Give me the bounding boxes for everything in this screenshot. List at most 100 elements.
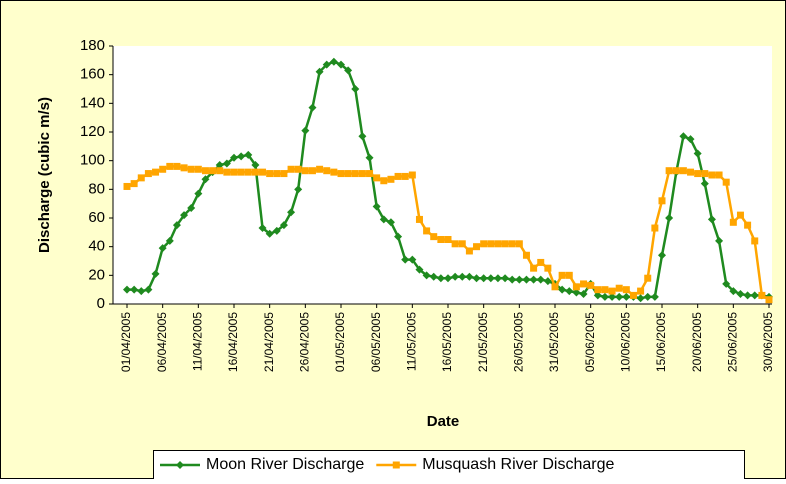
legend-label: Musquash River Discharge bbox=[422, 456, 614, 473]
data-point bbox=[643, 292, 652, 301]
y-tick-label: 140 bbox=[80, 94, 105, 111]
data-point bbox=[344, 66, 353, 75]
data-point bbox=[294, 165, 302, 173]
data-point bbox=[301, 167, 309, 175]
x-tick-label: 11/05/2005 bbox=[405, 312, 419, 371]
y-tick-label: 80 bbox=[88, 180, 105, 197]
x-tick-label: 30/06/2005 bbox=[761, 312, 775, 372]
data-point bbox=[166, 162, 174, 170]
data-point bbox=[493, 274, 502, 283]
data-point bbox=[316, 165, 324, 173]
data-point bbox=[266, 170, 274, 178]
data-point bbox=[123, 182, 131, 190]
data-point bbox=[273, 170, 281, 178]
data-point bbox=[258, 224, 267, 233]
y-tick-label: 180 bbox=[80, 37, 105, 54]
data-point bbox=[176, 461, 184, 469]
data-point bbox=[494, 240, 502, 248]
data-point bbox=[580, 280, 588, 288]
data-point bbox=[615, 292, 624, 301]
data-point bbox=[187, 165, 195, 173]
data-point bbox=[593, 291, 602, 300]
x-tick-label: 21/05/2005 bbox=[476, 312, 490, 372]
data-point bbox=[480, 240, 488, 248]
data-point bbox=[408, 255, 417, 264]
data-point bbox=[600, 292, 609, 301]
data-point bbox=[487, 240, 495, 248]
data-point bbox=[173, 162, 181, 170]
data-point bbox=[158, 244, 167, 253]
data-point bbox=[508, 275, 517, 284]
y-tick-label: 0 bbox=[97, 295, 105, 312]
data-point bbox=[437, 236, 445, 243]
data-point bbox=[736, 211, 744, 219]
data-point bbox=[187, 203, 196, 212]
data-point bbox=[329, 57, 338, 66]
data-point bbox=[679, 132, 688, 141]
data-point bbox=[287, 165, 295, 173]
y-tick-label: 40 bbox=[88, 238, 105, 255]
data-point bbox=[394, 172, 402, 180]
data-point bbox=[558, 271, 566, 279]
data-point bbox=[451, 272, 460, 281]
data-point bbox=[637, 287, 645, 295]
data-point bbox=[209, 167, 217, 175]
x-tick-label: 16/05/2005 bbox=[440, 312, 454, 372]
x-tick-label: 25/06/2005 bbox=[726, 312, 740, 372]
data-point bbox=[501, 274, 510, 283]
data-point bbox=[444, 274, 452, 283]
data-point bbox=[415, 215, 423, 223]
data-point bbox=[387, 175, 395, 183]
data-point bbox=[144, 170, 152, 178]
data-point bbox=[572, 288, 581, 297]
data-point bbox=[679, 167, 687, 175]
data-point bbox=[152, 168, 160, 176]
data-point bbox=[308, 167, 316, 175]
data-point bbox=[622, 292, 631, 301]
data-point bbox=[351, 170, 359, 178]
data-point bbox=[486, 274, 495, 283]
data-point bbox=[665, 214, 674, 222]
data-point bbox=[201, 175, 210, 184]
y-tick-label: 20 bbox=[88, 266, 105, 283]
data-point bbox=[650, 292, 659, 301]
data-point bbox=[708, 171, 716, 179]
data-point bbox=[715, 236, 724, 245]
y-tick-label: 60 bbox=[88, 209, 105, 226]
data-point bbox=[287, 208, 296, 217]
data-point bbox=[322, 60, 331, 69]
data-point bbox=[230, 168, 238, 176]
data-point bbox=[644, 274, 652, 282]
data-point bbox=[522, 275, 531, 284]
x-tick-label: 21/04/2005 bbox=[262, 312, 276, 372]
data-point bbox=[579, 289, 588, 298]
data-point bbox=[444, 236, 452, 243]
x-tick-label: 06/04/2005 bbox=[155, 312, 169, 372]
data-point bbox=[172, 221, 181, 230]
data-point bbox=[565, 271, 573, 279]
data-point bbox=[744, 221, 752, 229]
data-point bbox=[323, 167, 331, 175]
data-point bbox=[215, 160, 224, 169]
data-point bbox=[272, 226, 281, 235]
x-tick-label: 16/04/2005 bbox=[226, 312, 240, 372]
data-point bbox=[465, 272, 474, 281]
data-point bbox=[529, 275, 538, 284]
data-point bbox=[415, 265, 424, 274]
y-tick-label: 160 bbox=[80, 66, 105, 83]
data-point bbox=[479, 274, 488, 283]
x-tick-label: 11/04/2005 bbox=[191, 312, 205, 371]
data-point bbox=[358, 132, 367, 141]
data-point bbox=[430, 233, 438, 241]
data-point bbox=[515, 240, 523, 248]
data-point bbox=[536, 275, 545, 284]
data-point bbox=[715, 171, 723, 179]
data-point bbox=[379, 215, 388, 224]
data-point bbox=[201, 167, 209, 175]
data-point bbox=[265, 229, 274, 238]
data-point bbox=[551, 283, 559, 291]
data-point bbox=[522, 251, 530, 259]
data-point bbox=[344, 170, 352, 178]
data-point bbox=[686, 135, 695, 144]
x-tick-label: 20/06/2005 bbox=[690, 312, 704, 372]
